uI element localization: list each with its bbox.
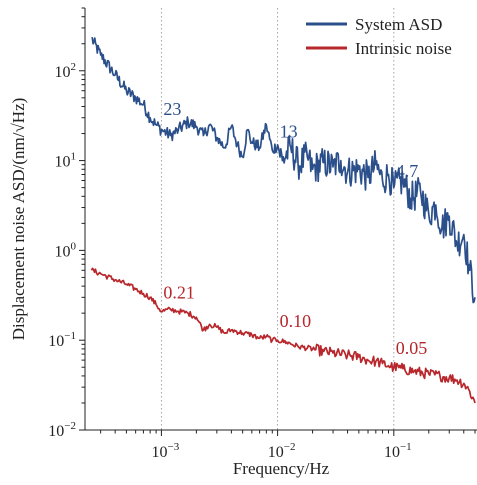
series-layer	[90, 37, 476, 404]
y-tick-label-3: 101	[55, 151, 77, 171]
x-tick-label-0: 10−3	[152, 441, 180, 461]
series-line-0	[91, 37, 476, 304]
y-tick-label-4: 102	[55, 61, 77, 81]
y-axis-title: Displacement noise ASD/(nm/√Hz)	[9, 98, 28, 341]
annotations: 23 13 4.7 0.21 0.10 0.05	[163, 99, 427, 358]
x-axis-title: Frequency/Hz	[233, 459, 330, 478]
x-tick-label-1: 10−2	[268, 441, 296, 461]
annotation-0-1: 13	[280, 121, 298, 141]
annotation-0-2: 4.7	[396, 161, 419, 181]
series-line-1	[90, 267, 476, 404]
x-tick-label-2: 10−1	[384, 441, 412, 461]
annotation-1-2: 0.05	[396, 338, 428, 358]
annotation-1-1: 0.10	[280, 311, 312, 331]
y-tick-label-0: 10−2	[48, 420, 76, 440]
axes	[84, 8, 477, 431]
legend: System ASD Intrinsic noise	[306, 15, 452, 58]
annotation-1-0: 0.21	[163, 282, 195, 302]
ticks: 10−3 10−2 10−1 10−2 10−1 100 101 102	[48, 7, 476, 461]
legend-label-intrinsic-noise: Intrinsic noise	[355, 39, 452, 58]
y-tick-label-1: 10−1	[48, 330, 76, 350]
gridlines	[160, 8, 395, 430]
annotation-0-0: 23	[163, 99, 181, 119]
legend-label-system-asd: System ASD	[355, 15, 442, 34]
y-tick-label-2: 100	[55, 240, 77, 260]
